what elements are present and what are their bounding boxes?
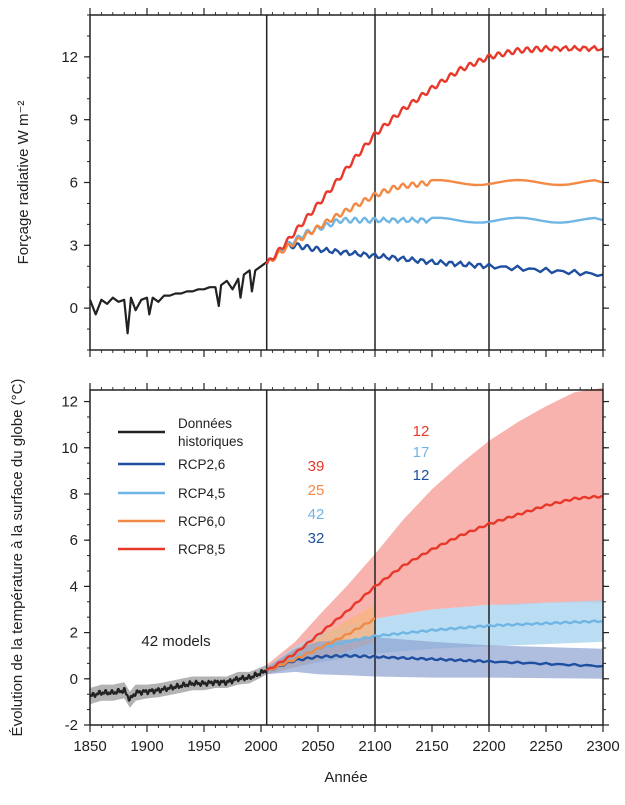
x-tick-label: 1850 — [73, 738, 106, 755]
legend-label: RCP4,5 — [178, 486, 225, 501]
models-annotation: 42 models — [141, 633, 210, 650]
x-tick-label: 2000 — [244, 738, 277, 755]
x-tick-label: 2050 — [301, 738, 334, 755]
plot-frame — [89, 14, 604, 351]
legend-label: RCP6,0 — [178, 514, 225, 529]
y-tick-label: 3 — [70, 237, 78, 254]
model-count-2006-2100: 32 — [308, 530, 325, 547]
y-axis-title: Évolution de la température à la surface… — [9, 379, 26, 737]
y-tick-label: 6 — [70, 532, 78, 549]
line-rcp45 — [265, 216, 604, 265]
model-count-2006-2100: 25 — [308, 482, 325, 499]
historical-line — [89, 668, 268, 702]
model-count-2101-2300: 17 — [413, 444, 430, 461]
x-tick-label: 1900 — [130, 738, 163, 755]
y-tick-label: 6 — [70, 175, 78, 192]
line-rcp26 — [265, 242, 604, 278]
y-tick-label: 0 — [70, 300, 78, 317]
legend-label: RCP2,6 — [178, 457, 225, 472]
y-tick-label: -2 — [65, 717, 78, 734]
y-tick-label: 12 — [61, 394, 78, 411]
model-count-2006-2100: 42 — [308, 506, 325, 523]
model-count-2101-2300: 12 — [413, 467, 430, 484]
x-tick-label: 2100 — [358, 738, 391, 755]
x-axis-title: Année — [324, 769, 367, 786]
line-rcp85 — [265, 494, 604, 672]
line-rcp60 — [265, 178, 604, 265]
model-count-2006-2100: 39 — [308, 458, 325, 475]
panel-temperature: -2 0 2 4 6 8 10 12 1850 1900 1950 2000 2050 2100 2150 2… — [9, 379, 620, 755]
legend: Données historiques RCP2,6 RCP4,5 RCP6,0 RCP8… — [118, 416, 244, 557]
y-tick-label: 9 — [70, 112, 78, 129]
line-rcp26 — [265, 653, 604, 672]
legend-label: RCP8,5 — [178, 542, 225, 557]
x-tick-label: 2250 — [529, 738, 562, 755]
y-tick-label: 10 — [61, 440, 78, 457]
band-rcp26 — [266, 637, 603, 679]
model-count-2101-2300: 12 — [413, 423, 430, 440]
panel-forcing: 0 3 6 9 12 Forçage radiative W m⁻² — [15, 8, 609, 357]
y-tick-label: 8 — [70, 486, 78, 503]
historical-line — [88, 261, 268, 335]
band-rcp85 — [266, 387, 603, 675]
y-tick-label: 0 — [70, 671, 78, 688]
legend-label: Données — [178, 416, 232, 431]
x-tick-label: 2200 — [472, 738, 505, 755]
y-tick-label: 4 — [70, 578, 78, 595]
line-rcp85 — [265, 44, 604, 265]
y-tick-label: 2 — [70, 625, 78, 642]
plot-frame — [89, 389, 604, 726]
x-tick-label: 2150 — [415, 738, 448, 755]
y-axis-title: Forçage radiative W m⁻² — [15, 101, 32, 265]
x-tick-label: 2300 — [586, 738, 619, 755]
legend-label: historiques — [178, 434, 244, 449]
line-rcp60 — [265, 617, 375, 672]
x-tick-label: 1950 — [187, 738, 220, 755]
y-tick-label: 12 — [61, 49, 78, 66]
